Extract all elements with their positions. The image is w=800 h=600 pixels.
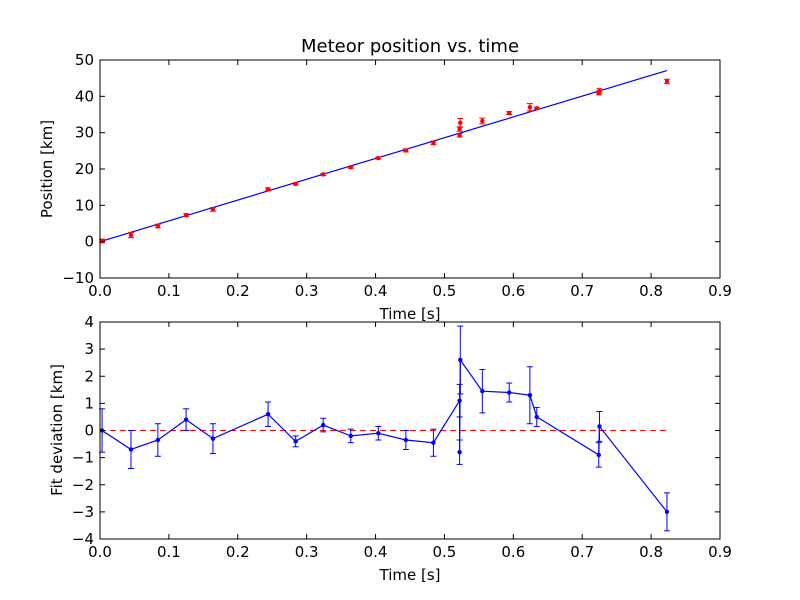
deviation-ytick-label: −1 bbox=[72, 449, 94, 467]
deviation-xtick-label: 0.4 bbox=[364, 543, 388, 561]
position-point bbox=[597, 88, 602, 94]
position-xtick-label: 0.3 bbox=[295, 282, 319, 300]
deviation-point bbox=[534, 414, 539, 420]
position-point bbox=[527, 105, 533, 110]
deviation-ytick-label: 1 bbox=[84, 394, 94, 412]
deviation-point bbox=[293, 439, 298, 444]
deviation-ytick-label: 0 bbox=[84, 422, 94, 440]
deviation-point bbox=[431, 440, 436, 445]
deviation-ytick-label: −3 bbox=[72, 503, 94, 521]
position-plot-title: Meteor position vs. time bbox=[301, 36, 519, 57]
position-point bbox=[293, 181, 298, 187]
position-xtick-label: 0.1 bbox=[157, 282, 181, 300]
position-point bbox=[431, 140, 436, 146]
deviation-xtick-label: 0.6 bbox=[501, 543, 525, 561]
deviation-plot: 0.0 0.1 0.2 0.3 0.4 0.5 0.6 0.7 0.8 0.9 −4 −3 −2 −1 0 1… bbox=[48, 313, 732, 584]
deviation-point bbox=[458, 357, 463, 363]
position-xtick-label: 0.8 bbox=[639, 282, 663, 300]
deviation-series-line bbox=[101, 358, 668, 513]
position-plot-marks bbox=[99, 69, 670, 244]
deviation-xtick-label: 0.1 bbox=[157, 543, 181, 561]
deviation-point bbox=[321, 422, 326, 428]
position-point bbox=[376, 155, 381, 161]
deviation-xtick-label: 0.5 bbox=[433, 543, 457, 561]
deviation-point bbox=[403, 437, 409, 443]
position-point bbox=[128, 232, 134, 238]
position-plot-ylabel: Position [km] bbox=[38, 120, 56, 218]
position-point bbox=[155, 223, 161, 229]
position-ytick-label: 40 bbox=[75, 87, 94, 105]
deviation-point bbox=[183, 417, 189, 422]
position-xtick-label: 0.5 bbox=[433, 282, 457, 300]
position-xtick-label: 0.7 bbox=[570, 282, 594, 300]
deviation-ytick-label: 3 bbox=[84, 340, 94, 358]
deviation-point bbox=[128, 447, 134, 452]
deviation-plot-xlabel: Time [s] bbox=[379, 566, 441, 584]
position-ytick-label: 10 bbox=[75, 196, 94, 214]
deviation-point bbox=[155, 437, 161, 443]
deviation-ytick-label: −4 bbox=[72, 530, 94, 548]
position-xtick-label: 0.2 bbox=[226, 282, 250, 300]
position-point bbox=[458, 120, 463, 126]
deviation-ytick-label: −2 bbox=[72, 476, 94, 494]
position-ytick-label: 0 bbox=[84, 233, 94, 251]
deviation-xtick-label: 0.8 bbox=[639, 543, 663, 561]
position-fit-line bbox=[99, 69, 668, 243]
position-ytick-label: −10 bbox=[62, 269, 94, 287]
deviation-point bbox=[527, 393, 533, 398]
position-point bbox=[183, 212, 189, 218]
position-plot-xlabel: Time [s] bbox=[379, 305, 441, 323]
position-xtick-label: 0.9 bbox=[708, 282, 732, 300]
position-point bbox=[403, 148, 409, 153]
position-point bbox=[457, 133, 462, 138]
position-point bbox=[265, 187, 271, 192]
position-point bbox=[457, 126, 462, 132]
deviation-ytick-label: 2 bbox=[84, 367, 94, 385]
deviation-point bbox=[457, 398, 462, 403]
deviation-point bbox=[597, 424, 602, 429]
deviation-plot-ticks: 0.0 0.1 0.2 0.3 0.4 0.5 0.6 0.7 0.8 0.9 −4 −3 −2 −1 0 1… bbox=[72, 313, 732, 561]
position-point bbox=[321, 172, 326, 177]
position-point bbox=[534, 106, 539, 111]
deviation-xtick-label: 0.9 bbox=[708, 543, 732, 561]
position-point bbox=[664, 79, 670, 84]
deviation-point bbox=[664, 509, 670, 515]
deviation-point bbox=[210, 436, 216, 441]
deviation-point bbox=[507, 390, 512, 395]
position-point bbox=[348, 164, 353, 170]
deviation-plot-ylabel: Fit deviation [km] bbox=[48, 364, 66, 496]
deviation-xtick-label: 0.0 bbox=[88, 543, 112, 561]
deviation-point bbox=[457, 450, 462, 455]
position-plot-ticks: 0.0 0.1 0.2 0.3 0.4 0.5 0.6 0.7 0.8 0.9 −10 0 10 20 30… bbox=[62, 51, 732, 300]
position-plot: Meteor position vs. time 0.0 0.1 0.2 0.3 0.4… bbox=[38, 36, 732, 323]
deviation-xtick-label: 0.2 bbox=[226, 543, 250, 561]
position-xtick-label: 0.0 bbox=[88, 282, 112, 300]
deviation-xtick-label: 0.3 bbox=[295, 543, 319, 561]
position-xtick-label: 0.4 bbox=[364, 282, 388, 300]
position-xtick-label: 0.6 bbox=[501, 282, 525, 300]
position-point bbox=[210, 207, 216, 212]
deviation-point bbox=[265, 412, 271, 417]
deviation-point bbox=[376, 431, 381, 436]
deviation-ytick-label: 4 bbox=[84, 313, 94, 331]
position-point bbox=[480, 118, 485, 124]
position-point bbox=[507, 110, 512, 116]
deviation-xtick-label: 0.7 bbox=[570, 543, 594, 561]
deviation-point bbox=[348, 433, 353, 439]
position-point bbox=[99, 238, 105, 244]
position-ytick-label: 20 bbox=[75, 160, 94, 178]
deviation-plot-marks bbox=[99, 325, 670, 532]
deviation-point bbox=[596, 452, 601, 458]
position-ytick-label: 50 bbox=[75, 51, 94, 69]
deviation-point bbox=[480, 388, 485, 394]
position-ytick-label: 30 bbox=[75, 124, 94, 142]
